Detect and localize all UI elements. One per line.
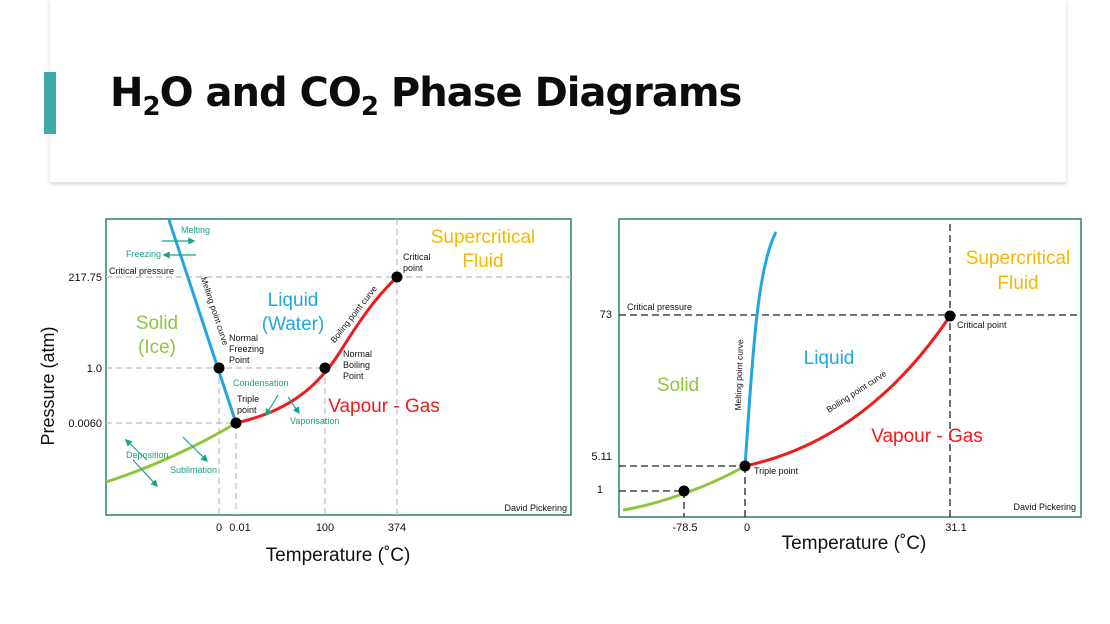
co2-xtick-311: 31.1 [945,522,966,534]
h2o-phase-diagram: 217.75 1.0 0.0060 0 0.01 100 374 Tempera… [38,218,572,566]
co2-ytick-73: 73 [600,309,612,321]
co2-boiling-curve [744,315,952,468]
h2o-condensation-label: Condensation [233,378,289,388]
co2-x-axis-title: Temperature (˚C) [782,533,927,554]
h2o-guide-lines [106,219,571,515]
co2-xtick-0: 0 [744,522,750,534]
co2-critical-pressure-label: Critical pressure [627,302,692,312]
title-accent-bar [44,72,56,134]
h2o-xtick-001: 0.01 [229,522,250,534]
h2o-ytick-1: 1.0 [87,363,102,375]
co2-xtick-neg785: -78.5 [672,522,697,534]
h2o-boiling-point-marker [319,362,331,374]
co2-melting-curve [743,231,778,467]
h2o-freezing-label-line1: Normal [229,333,258,343]
h2o-sublimation-curve [105,421,237,484]
h2o-ytick-critical: 217.75 [68,272,102,284]
h2o-xtick-0: 0 [216,522,222,534]
h2o-region-gas: Vapour - Gas [328,396,440,417]
slide-title: H2O and CO2 Phase Diagrams [110,70,742,122]
h2o-critical-point-label-line2: point [403,263,423,273]
h2o-boiling-curve [235,275,399,425]
h2o-triple-point-marker [230,417,242,429]
co2-region-liquid: Liquid [804,348,855,369]
title-card [50,0,1066,183]
h2o-melting-curve [167,219,238,424]
h2o-deposition-label: Deposition [126,450,169,460]
h2o-boiling-label-line3: Point [343,371,364,381]
co2-melting-curve-label: Melting point curve [733,339,745,411]
co2-triple-point-marker [739,460,751,472]
co2-region-gas: Vapour - Gas [871,426,983,447]
h2o-vaporisation-label: Vaporisation [290,416,339,426]
h2o-process-arrows [124,237,300,488]
co2-plot-frame [618,218,1082,518]
h2o-region-supercritical-line1: Supercritical [431,227,536,248]
h2o-sublimation-label: Sublimation [170,465,217,475]
h2o-region-supercritical-line2: Fluid [462,251,503,272]
co2-triple-point-label: Triple point [754,466,799,476]
co2-ytick-1: 1 [597,484,603,496]
h2o-xtick-374: 374 [388,522,406,534]
h2o-y-axis-title: Pressure (atm) [38,326,58,445]
h2o-critical-point-marker [391,271,403,283]
co2-phase-diagram: 73 5.11 1 -78.5 0 31.1 Temperature (˚C) … [591,218,1082,554]
h2o-triple-label-line2: point [237,405,257,415]
h2o-xtick-100: 100 [316,522,334,534]
h2o-triple-label-line1: Triple [237,394,259,404]
h2o-region-liquid-line2: (Water) [262,314,325,335]
h2o-x-axis-title: Temperature (˚C) [266,545,411,566]
h2o-region-liquid-line1: Liquid [268,290,319,311]
h2o-critical-point-label-line1: Critical [403,252,431,262]
co2-critical-point-marker [944,310,956,322]
co2-critical-point-label: Critical point [957,320,1007,330]
h2o-critical-pressure-label: Critical pressure [109,266,174,276]
h2o-region-solid-line2: (Ice) [138,337,176,358]
h2o-freezing-label-line3: Point [229,355,250,365]
co2-region-supercritical-line2: Fluid [997,273,1038,294]
h2o-boiling-label-line1: Normal [343,349,372,359]
co2-one-atm-point-marker [678,485,690,497]
h2o-credit: David Pickering [504,503,567,513]
h2o-freezing-process-label: Freezing [126,249,161,259]
h2o-freezing-point-marker [213,362,225,374]
co2-ytick-511: 5.11 [591,451,612,463]
h2o-freezing-label-line2: Freezing [229,344,264,354]
co2-credit: David Pickering [1013,502,1076,512]
co2-region-supercritical-line1: Supercritical [966,248,1071,269]
h2o-ytick-triple: 0.0060 [68,418,102,430]
h2o-region-solid-line1: Solid [136,313,178,334]
co2-region-solid: Solid [657,375,699,396]
h2o-melting-label: Melting [181,225,210,235]
h2o-boiling-label-line2: Boiling [343,360,370,370]
